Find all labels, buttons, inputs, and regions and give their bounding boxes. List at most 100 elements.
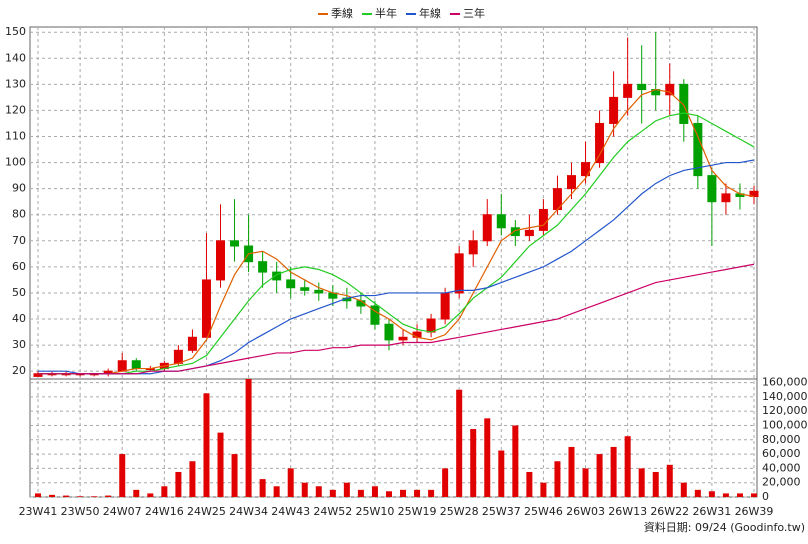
y-tick-label: 80 <box>12 208 26 221</box>
volume-bar <box>287 468 294 497</box>
ma-line <box>38 88 755 375</box>
x-tick-label: 24W25 <box>187 505 226 518</box>
volume-tick-label: 80,000 <box>762 433 801 446</box>
candle-body <box>510 227 520 237</box>
volume-bar <box>540 482 547 497</box>
volume-tick-label: 140,000 <box>762 390 808 403</box>
volume-bar <box>259 479 266 497</box>
candle-body <box>524 229 534 237</box>
candle-body <box>370 305 380 325</box>
x-tick-label: 23W41 <box>19 505 58 518</box>
candle-body <box>454 253 464 294</box>
volume-bar <box>329 489 336 497</box>
volume-bar <box>175 471 182 497</box>
candle-body <box>216 240 226 281</box>
volume-tick-label: 40,000 <box>762 461 801 474</box>
x-tick-label: 23W50 <box>61 505 100 518</box>
volume-bar <box>512 425 519 497</box>
candle-body <box>300 287 310 291</box>
volume-bar <box>189 461 196 497</box>
candle-body <box>623 83 633 98</box>
volume-bar <box>203 393 210 497</box>
x-tick-label: 26W03 <box>566 505 605 518</box>
y-tick-label: 50 <box>12 286 26 299</box>
y-tick-label: 30 <box>12 338 26 351</box>
volume-tick-label: 20,000 <box>762 476 801 489</box>
y-tick-label: 90 <box>12 182 26 195</box>
x-tick-label: 26W13 <box>608 505 647 518</box>
volume-bar <box>147 493 154 497</box>
candle-body <box>538 209 548 231</box>
volume-bar <box>751 493 757 497</box>
candle-body <box>412 331 422 338</box>
x-tick-label: 24W07 <box>103 505 142 518</box>
candle-body <box>707 175 717 203</box>
volume-bar <box>666 464 673 497</box>
volume-bar <box>105 495 112 497</box>
x-tick-label: 26W22 <box>650 505 689 518</box>
volume-bar <box>91 496 98 497</box>
volume-bar <box>624 436 631 497</box>
volume-tick-label: 120,000 <box>762 404 808 417</box>
legend-label: 季線 <box>331 6 353 20</box>
price-frame <box>29 26 758 380</box>
volume-bar <box>133 489 140 497</box>
volume-bar <box>119 454 126 497</box>
x-tick-label: 25W46 <box>524 505 563 518</box>
candle-body <box>258 261 268 273</box>
candle-body <box>595 122 605 164</box>
x-tick-label: 24W52 <box>313 505 352 518</box>
x-tick-label: 24W34 <box>229 505 268 518</box>
candle-body <box>173 349 183 364</box>
volume-bar <box>315 486 322 497</box>
candle-body <box>187 336 197 351</box>
y-tick-label: 70 <box>12 234 26 247</box>
candle-body <box>201 279 211 338</box>
candle-body <box>286 279 296 289</box>
legend-label: 三年 <box>463 6 485 20</box>
candle-body <box>482 214 492 242</box>
x-tick-label: 25W28 <box>440 505 479 518</box>
volume-tick-label: 0 <box>762 490 769 503</box>
volume-bar <box>498 450 505 497</box>
volume-bar <box>231 454 238 497</box>
volume-bar <box>736 493 743 497</box>
candle-body <box>637 83 647 91</box>
volume-tick-label: 60,000 <box>762 447 801 460</box>
ma-line <box>38 159 755 375</box>
candle-body <box>679 83 689 124</box>
candle-body <box>384 323 394 341</box>
volume-bar <box>484 418 491 497</box>
x-tick-label: 25W19 <box>398 505 437 518</box>
y-tick-label: 40 <box>12 312 26 325</box>
footer: 資料日期: 09/24 (Goodinfo.tw) <box>644 520 805 534</box>
candle-body <box>272 271 282 281</box>
y-tick-label: 140 <box>5 51 26 64</box>
volume-bar <box>273 486 280 497</box>
candle-body <box>398 336 408 341</box>
x-tick-label: 24W16 <box>145 505 184 518</box>
volume-bar <box>63 495 70 497</box>
volume-bar <box>161 486 168 497</box>
candle-body <box>314 289 324 294</box>
volume-bar <box>526 471 533 497</box>
volume-bar <box>638 468 645 497</box>
y-tick-label: 130 <box>5 77 26 90</box>
x-tick-label: 26W31 <box>692 505 731 518</box>
volume-bar <box>385 491 392 497</box>
candle-body <box>117 360 127 372</box>
candle-body <box>566 175 576 190</box>
volume-bar <box>610 446 617 497</box>
volume-frame <box>29 378 758 498</box>
volume-bar <box>49 494 56 497</box>
volume-bar <box>217 432 224 497</box>
volume-bar <box>652 471 659 497</box>
x-tick-label: 24W43 <box>271 505 310 518</box>
y-tick-label: 60 <box>12 260 26 273</box>
volume-bar <box>470 429 477 497</box>
volume-tick-label: 160,000 <box>762 376 808 389</box>
candle-body <box>721 193 731 203</box>
candle-body <box>230 240 240 247</box>
candle-body <box>131 360 141 370</box>
volume-bar <box>596 454 603 497</box>
